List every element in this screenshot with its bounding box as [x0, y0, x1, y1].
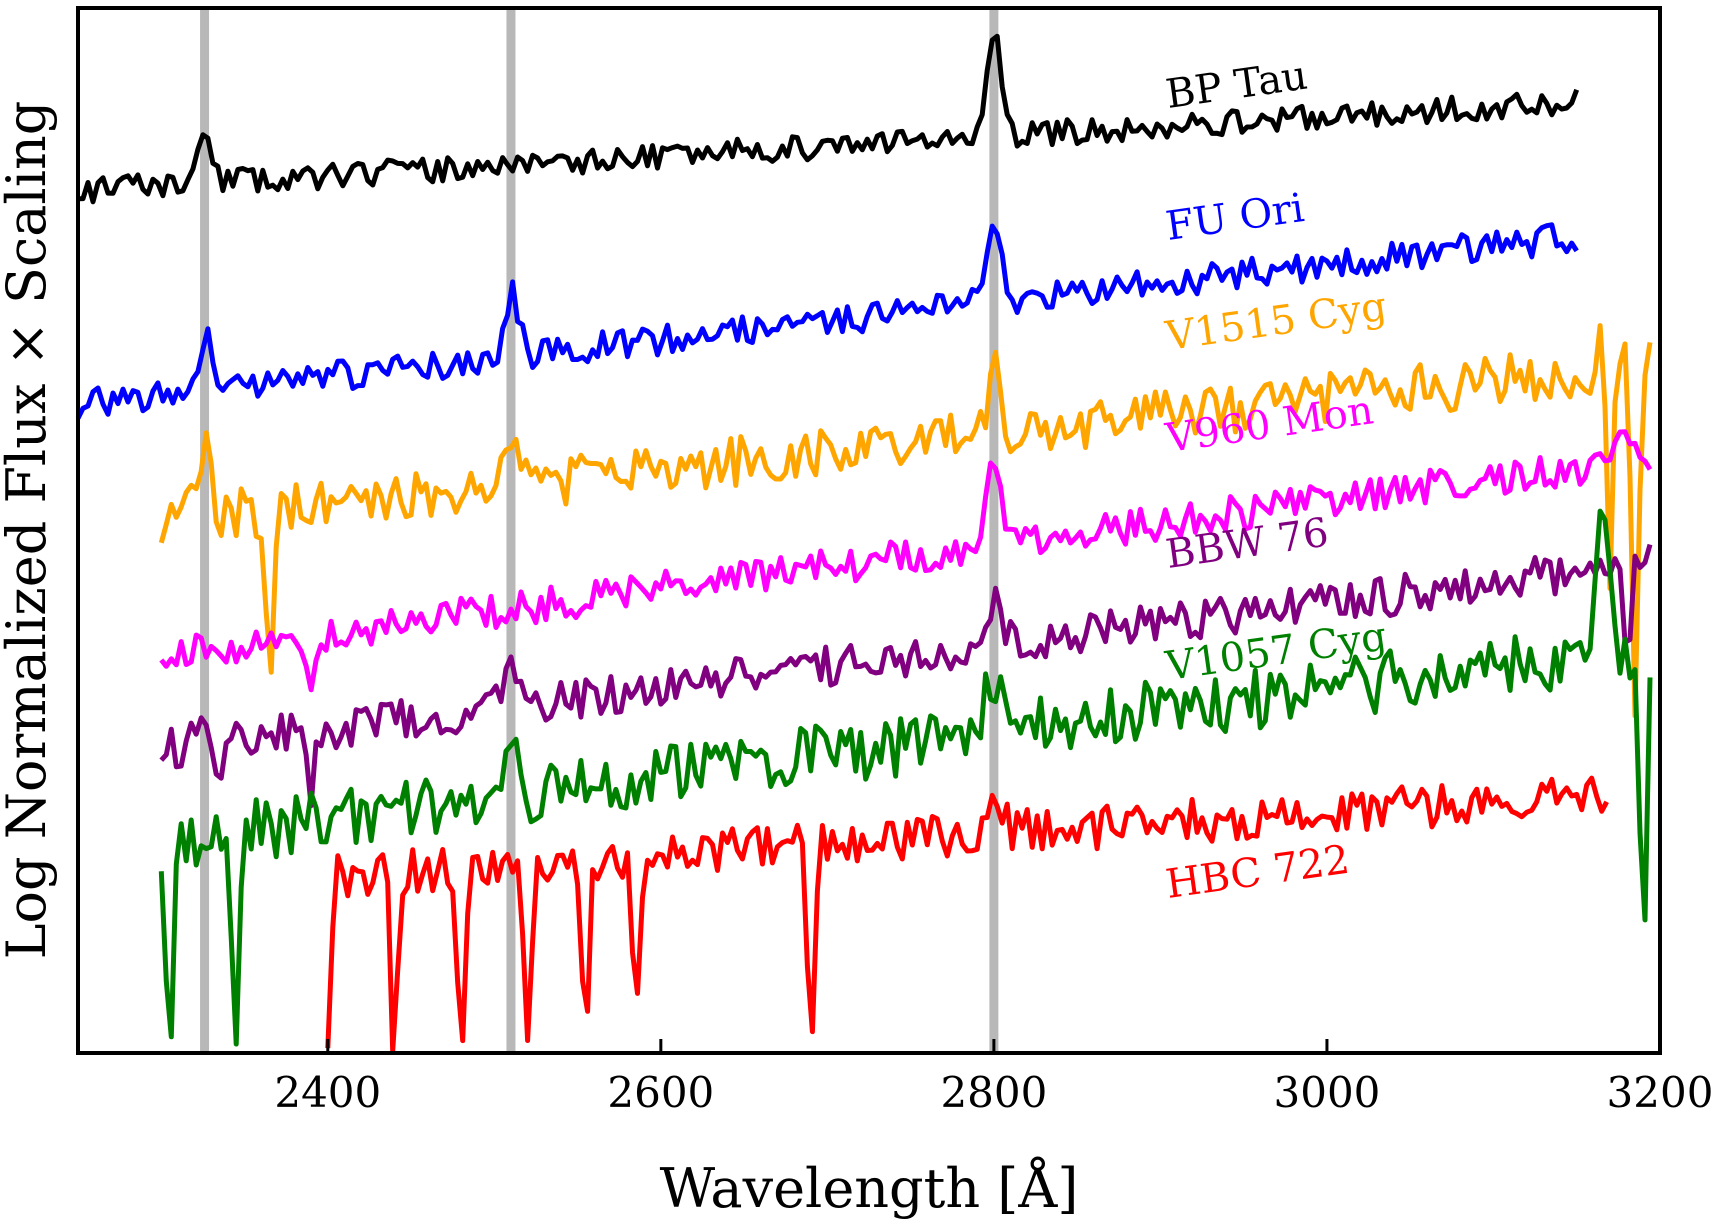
x-tick-label: 3000 [1274, 1068, 1381, 1117]
x-axis: 2400 2600 2800 3000 3200 [274, 1039, 1713, 1117]
series-group [75, 33, 1653, 1054]
y-axis-title: Log Normalized Flux × Scaling [0, 101, 58, 960]
plot-frame [76, 6, 1662, 1055]
series-line-v1057-cyg [158, 508, 1653, 1047]
series-line-v960-mon [159, 429, 1653, 693]
x-axis-title: Wavelength [Å] [660, 1155, 1079, 1220]
x-tick-label: 2800 [940, 1068, 1047, 1117]
series-label-bp-tau: BP Tau [1163, 53, 1310, 118]
x-tick-label: 2400 [274, 1068, 381, 1117]
reference-lines [200, 8, 999, 1053]
series-label-v960-mon: V960 Mon [1162, 387, 1376, 462]
series-label-bbw-76: BBW 76 [1163, 510, 1331, 578]
series-line-fu-ori [75, 222, 1579, 420]
series-line-bp-tau [77, 33, 1580, 205]
series-label-v1057-cyg: V1057 Cyg [1162, 613, 1389, 690]
series-label-hbc-722: HBC 722 [1163, 837, 1352, 908]
x-tick-label: 3200 [1607, 1068, 1714, 1117]
series-label-fu-ori: FU Ori [1163, 185, 1307, 250]
series-line-hbc-722 [325, 775, 1609, 1054]
series-line-v1515-cyg [158, 323, 1653, 719]
series-line-bbw-76 [159, 543, 1653, 808]
x-tick-label: 2600 [607, 1068, 714, 1117]
